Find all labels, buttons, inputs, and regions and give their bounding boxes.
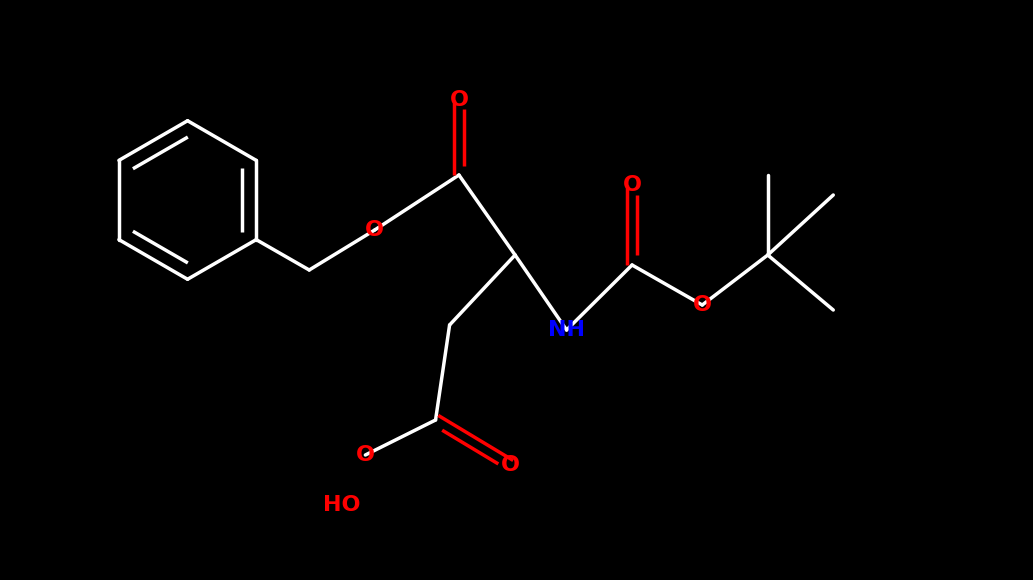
Text: HO: HO	[323, 495, 361, 515]
Text: NH: NH	[549, 320, 585, 340]
Text: O: O	[449, 90, 468, 110]
Text: O: O	[501, 455, 520, 475]
Text: O: O	[623, 175, 641, 195]
Text: O: O	[366, 220, 384, 240]
Text: O: O	[693, 295, 712, 315]
Text: O: O	[356, 445, 375, 465]
